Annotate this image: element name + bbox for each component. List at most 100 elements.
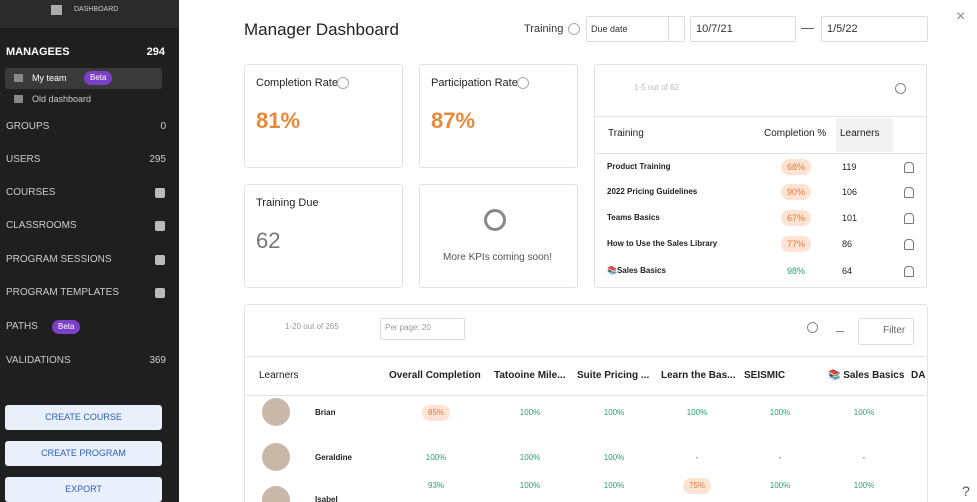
- help-icon: [568, 23, 580, 35]
- help-icon: [517, 77, 529, 89]
- search-icon[interactable]: [895, 83, 906, 94]
- sidebar-button[interactable]: EXPORT: [5, 477, 162, 502]
- completion-cell: 100%: [425, 453, 447, 462]
- sub-icon: [14, 74, 23, 82]
- download-icon[interactable]: [836, 323, 844, 332]
- date-type-select[interactable]: [586, 16, 685, 42]
- completion-cell: 100%: [686, 408, 708, 417]
- column-header: SEISMIC: [744, 370, 786, 381]
- kpi-label: Completion Rate: [256, 77, 338, 89]
- completion-cell: 100%: [603, 481, 625, 490]
- filter-label: Training: [524, 23, 564, 35]
- training-name: Teams Basics: [607, 213, 660, 222]
- header-line: [244, 356, 926, 357]
- column-header: Training: [608, 128, 644, 139]
- sub-item[interactable]: Old dashboard: [32, 94, 92, 104]
- header-line: [244, 395, 926, 396]
- learner-count: 64: [842, 266, 853, 276]
- completion-cell: -: [778, 453, 782, 462]
- learners-header-box[interactable]: [836, 118, 893, 152]
- kpi-value: 81%: [256, 108, 301, 133]
- nav-item[interactable]: CLASSROOMS: [6, 220, 77, 231]
- sub-item[interactable]: My team: [32, 73, 67, 83]
- completion-cell: 100%: [519, 408, 541, 417]
- filter-button[interactable]: [858, 318, 914, 345]
- search-icon[interactable]: [807, 322, 818, 333]
- pagination: 1-5 out of 62: [634, 83, 679, 92]
- per-page-select[interactable]: [380, 318, 465, 340]
- sub-icon: [14, 95, 23, 103]
- column-header: Completion %: [764, 128, 827, 139]
- column-header: Overall Completion: [389, 370, 481, 381]
- column-header: DA: [911, 370, 926, 381]
- nav-item[interactable]: PROGRAM TEMPLATES: [6, 287, 119, 298]
- end-date: 1/5/22: [827, 23, 858, 35]
- training-card: [594, 64, 927, 288]
- learner-count: 119: [842, 162, 857, 172]
- bell-icon[interactable]: [904, 187, 914, 198]
- end-date-input[interactable]: [821, 16, 928, 42]
- training-name: Product Training: [607, 162, 671, 171]
- learner-name: Brian: [315, 408, 336, 417]
- column-header: Learners: [259, 370, 299, 381]
- sidebar-button[interactable]: CREATE COURSE: [5, 405, 162, 430]
- nav-item[interactable]: PATHS: [6, 321, 38, 332]
- my-team-row[interactable]: [5, 68, 162, 89]
- sidebar-header: DASHBOARD: [74, 6, 119, 13]
- nav-icon: [155, 188, 165, 198]
- bell-icon[interactable]: [904, 213, 914, 224]
- kpi-value: 62: [256, 228, 281, 253]
- column-header: Tatooine Mile...: [494, 370, 566, 381]
- completion-cell: 100%: [519, 453, 541, 462]
- sidebar-button[interactable]: CREATE PROGRAM: [5, 441, 162, 466]
- arrow-icon: [801, 28, 814, 29]
- learner-count: 101: [842, 213, 858, 223]
- completion-cell: 100%: [603, 453, 625, 462]
- help-corner[interactable]: ?: [962, 483, 970, 499]
- nav-item[interactable]: PROGRAM SESSIONS: [6, 254, 112, 265]
- completion-cell: 85%: [421, 405, 451, 421]
- page-title: Manager Dashboard: [244, 20, 399, 39]
- nav-icon: [155, 288, 165, 298]
- bell-icon[interactable]: [904, 162, 914, 173]
- learner-count: 106: [842, 187, 858, 197]
- completion-cell: 75%: [682, 478, 712, 494]
- bell-icon[interactable]: [904, 239, 914, 250]
- managees-label: MANAGEES: [6, 46, 70, 58]
- learner-name: Isabel: [315, 495, 338, 502]
- completion-cell: 100%: [769, 408, 791, 417]
- start-date-input[interactable]: [690, 16, 796, 42]
- bell-icon[interactable]: [904, 266, 914, 277]
- nav-item[interactable]: COURSES: [6, 187, 56, 198]
- close-button[interactable]: ×: [956, 8, 966, 25]
- start-date: 10/7/21: [696, 23, 733, 35]
- completion-cell: 100%: [853, 481, 875, 490]
- kpi-card: [419, 64, 578, 168]
- coming-soon-text: More KPIs coming soon!: [443, 252, 552, 263]
- dashboard-icon: [51, 5, 62, 15]
- completion-cell: 100%: [603, 408, 625, 417]
- coming-soon-card: [419, 184, 578, 288]
- nav-item[interactable]: VALIDATIONS: [6, 355, 71, 366]
- nav-item[interactable]: GROUPS: [6, 121, 50, 132]
- completion-cell: 100%: [769, 481, 791, 490]
- kpi-label: Training Due: [256, 197, 319, 209]
- completion: 67%: [780, 210, 812, 226]
- avatar: [262, 486, 290, 502]
- learner-count: 86: [842, 239, 853, 249]
- kpi-label: Participation Rate: [431, 77, 518, 89]
- nav-icon: [155, 255, 165, 265]
- gear-icon: [484, 209, 506, 231]
- filter-label: Filter: [883, 325, 906, 336]
- completion-cell: -: [862, 453, 866, 462]
- date-type: Due date: [591, 24, 628, 34]
- nav-item[interactable]: USERS: [6, 154, 41, 165]
- pagination: 1-20 out of 265: [285, 322, 339, 331]
- completion-cell: 100%: [853, 408, 875, 417]
- beta-badge: Beta: [52, 320, 81, 334]
- beta-badge: Beta: [84, 71, 113, 85]
- kpi-card: [244, 64, 403, 168]
- header-line: [594, 153, 926, 154]
- kpi-value: 87%: [431, 108, 476, 133]
- learners-card: [244, 304, 928, 502]
